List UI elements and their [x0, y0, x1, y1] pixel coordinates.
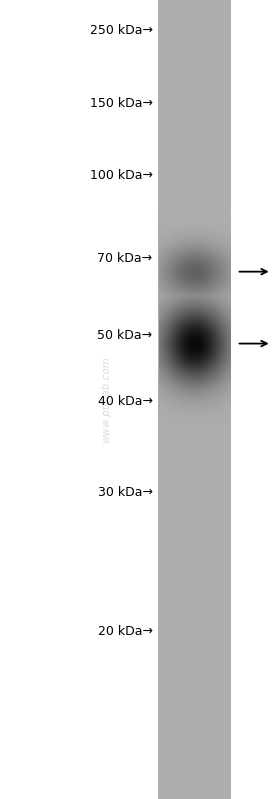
Text: 100 kDa→: 100 kDa→	[90, 169, 153, 182]
Text: 70 kDa→: 70 kDa→	[97, 252, 153, 264]
Bar	[231, 0, 280, 799]
Text: 30 kDa→: 30 kDa→	[98, 486, 153, 499]
Text: 50 kDa→: 50 kDa→	[97, 329, 153, 342]
Text: 250 kDa→: 250 kDa→	[90, 24, 153, 37]
Text: 40 kDa→: 40 kDa→	[98, 395, 153, 407]
Bar	[0, 0, 158, 799]
Text: 150 kDa→: 150 kDa→	[90, 97, 153, 110]
Text: www.ptglab.com: www.ptglab.com	[101, 356, 111, 443]
Text: 20 kDa→: 20 kDa→	[98, 625, 153, 638]
